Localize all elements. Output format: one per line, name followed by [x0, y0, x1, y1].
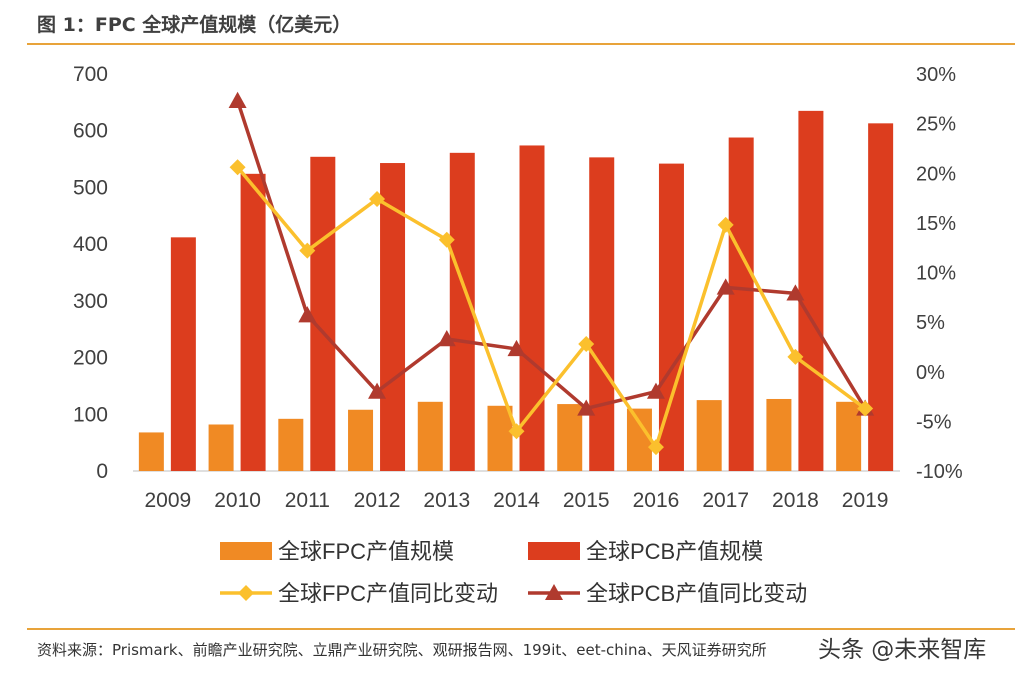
y-right-tick-label: -10% — [916, 461, 963, 483]
y-right-tick-label: 20% — [916, 163, 956, 185]
point-diamond — [647, 439, 664, 456]
bar-fpc — [487, 405, 513, 471]
point-triangle — [298, 306, 317, 323]
x-tick-label: 2010 — [214, 489, 261, 512]
point-diamond — [299, 242, 316, 259]
point-diamond — [508, 423, 525, 440]
x-tick-label: 2009 — [145, 489, 192, 512]
bar-pcb — [728, 137, 754, 471]
y-right-tick-label: 0% — [916, 362, 945, 384]
bar-fpc — [766, 398, 792, 471]
y-left-tick-label: 0 — [96, 460, 108, 483]
point-diamond — [857, 400, 874, 417]
top-rule — [27, 43, 1015, 45]
y-left-tick-label: 500 — [73, 176, 108, 199]
point-diamond — [787, 348, 804, 365]
bar-pcb — [449, 152, 475, 471]
point-diamond — [438, 231, 455, 248]
point-triangle — [368, 382, 387, 399]
bar-fpc — [278, 418, 304, 471]
y-right-tick-label: 25% — [916, 114, 956, 136]
y-left-tick-label: 300 — [73, 290, 108, 313]
y-right-tick-label: 10% — [916, 263, 956, 285]
bar-pcb — [589, 157, 615, 471]
point-triangle — [228, 91, 247, 108]
x-tick-label: 2011 — [285, 489, 330, 512]
bar-fpc — [138, 432, 164, 471]
x-tick-label: 2013 — [423, 489, 470, 512]
y-right-tick-label: -5% — [916, 411, 952, 433]
y-left-tick-label: 400 — [73, 233, 108, 256]
y-right-tick-label: 15% — [916, 213, 956, 235]
x-tick-label: 2014 — [493, 489, 540, 512]
bar-fpc — [348, 409, 374, 471]
bar-pcb — [868, 123, 894, 471]
bar-pcb — [170, 237, 196, 471]
x-tick-label: 2016 — [633, 489, 680, 512]
point-triangle — [507, 339, 526, 357]
bar-fpc — [417, 401, 443, 471]
y-left-tick-label: 200 — [73, 347, 108, 370]
x-tick-label: 2017 — [702, 489, 749, 512]
y-right-tick-label: 30% — [916, 64, 956, 86]
line-diamond — [236, 166, 867, 449]
x-tick-label: 2012 — [354, 489, 401, 512]
bar-fpc — [696, 400, 722, 471]
legend-label: 全球FPC产值同比变动 — [278, 581, 498, 606]
point-triangle — [646, 382, 665, 399]
x-tick-label: 2019 — [842, 489, 889, 512]
point-diamond — [578, 335, 595, 352]
x-tick-label: 2015 — [563, 489, 610, 512]
bar-fpc — [626, 408, 652, 471]
point-triangle — [577, 399, 596, 416]
point-diamond — [369, 191, 386, 208]
point-triangle — [437, 329, 456, 347]
point-triangle — [716, 278, 735, 295]
source-note: 资料来源：Prismark、前瞻产业研究院、立鼎产业研究院、观研报告网、199i… — [37, 641, 767, 659]
watermark: 头条 @未来智库 — [818, 637, 987, 663]
legend-marker-diamond — [238, 585, 254, 601]
point-diamond — [229, 159, 246, 176]
bar-fpc — [208, 424, 234, 471]
legend-swatch-bar — [220, 542, 272, 560]
bottom-rule — [27, 628, 1015, 630]
point-diamond — [717, 216, 734, 233]
bar-pcb — [798, 110, 824, 471]
bar-pcb — [310, 156, 336, 471]
y-left-tick-label: 100 — [73, 403, 108, 426]
point-triangle — [786, 284, 805, 301]
y-right-tick-label: 5% — [916, 312, 945, 334]
x-tick-label: 2018 — [772, 489, 819, 512]
y-left-tick-label: 600 — [73, 120, 108, 143]
legend-label: 全球FPC产值规模 — [278, 539, 454, 564]
legend-label: 全球PCB产值规模 — [586, 539, 763, 564]
legend-label: 全球PCB产值同比变动 — [586, 581, 807, 606]
figure-title: 图 1：FPC 全球产值规模（亿美元） — [37, 14, 352, 36]
legend-marker-triangle — [545, 584, 563, 600]
y-left-tick-label: 700 — [73, 63, 108, 86]
bar-pcb — [240, 173, 266, 471]
legend-swatch-bar — [528, 542, 580, 560]
bar-pcb — [519, 145, 545, 471]
bar-fpc — [836, 401, 862, 471]
